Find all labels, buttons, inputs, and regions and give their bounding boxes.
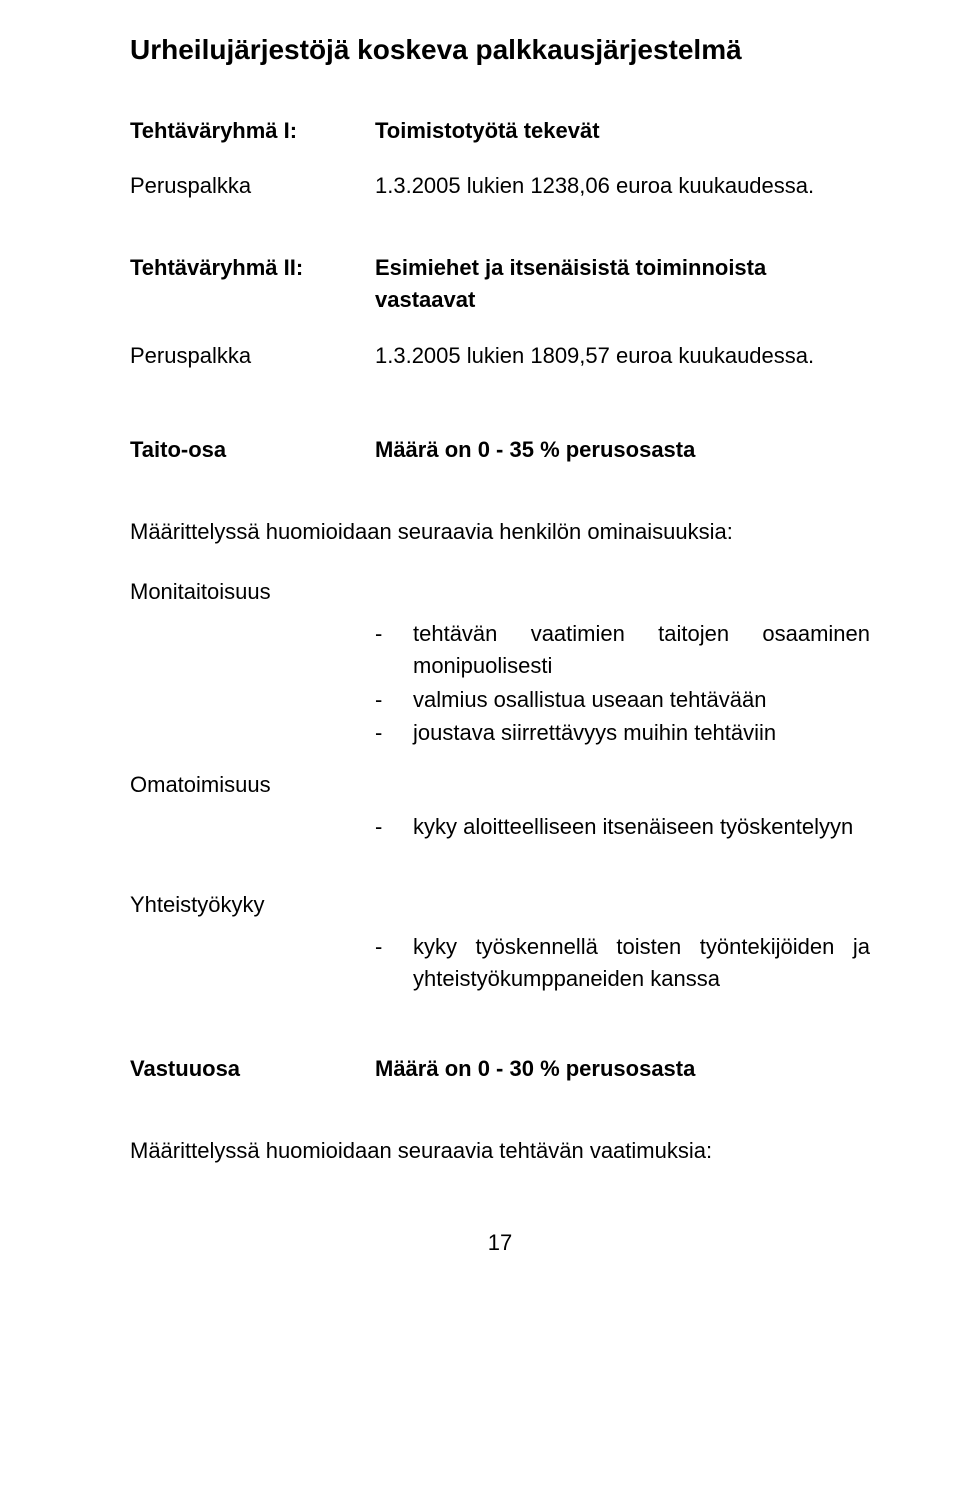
dash-icon: -	[375, 684, 413, 716]
list-item-text: kyky aloitteelliseen itsenäiseen työsken…	[413, 811, 870, 843]
vastuu-row: Vastuuosa Määrä on 0 - 30 % perusosasta	[130, 1053, 870, 1085]
group-1-row: Tehtäväryhmä I: Toimistotyötä tekevät	[130, 115, 870, 147]
taito-label: Taito-osa	[130, 434, 375, 466]
base-2-value: 1.3.2005 lukien 1809,57 euroa kuukaudess…	[375, 340, 870, 372]
vastuu-value: Määrä on 0 - 30 % perusosasta	[375, 1053, 870, 1085]
list-item: - valmius osallistua useaan tehtävään	[375, 684, 870, 716]
group-2-row: Tehtäväryhmä II: Esimiehet ja itsenäisis…	[130, 252, 870, 316]
dash-icon: -	[375, 717, 413, 749]
base-2-row: Peruspalkka 1.3.2005 lukien 1809,57 euro…	[130, 340, 870, 372]
list-item: - kyky työskennellä toisten työntekijöid…	[375, 931, 870, 995]
dash-icon: -	[375, 618, 413, 650]
list-item: - tehtävän vaatimien taitojen osaaminen …	[375, 618, 870, 682]
base-1-label: Peruspalkka	[130, 170, 375, 202]
group-2-value: Esimiehet ja itsenäisistä toiminnoista v…	[375, 252, 870, 316]
list-item-text: tehtävän vaatimien taitojen osaaminen mo…	[413, 618, 870, 682]
moni-label: Monitaitoisuus	[130, 576, 870, 608]
taito-value: Määrä on 0 - 35 % perusosasta	[375, 434, 870, 466]
maar-outro: Määrittelyssä huomioidaan seuraavia teht…	[130, 1135, 870, 1167]
base-1-value: 1.3.2005 lukien 1238,06 euroa kuukaudess…	[375, 170, 870, 202]
base-2-label: Peruspalkka	[130, 340, 375, 372]
group-1-value: Toimistotyötä tekevät	[375, 115, 870, 147]
list-item: - joustava siirrettävyys muihin tehtävii…	[375, 717, 870, 749]
list-item: - kyky aloitteelliseen itsenäiseen työsk…	[375, 811, 870, 843]
page-number: 17	[130, 1227, 870, 1259]
oma-label: Omatoimisuus	[130, 769, 870, 801]
dash-icon: -	[375, 811, 413, 843]
list-item-text: valmius osallistua useaan tehtävään	[413, 684, 870, 716]
dash-icon: -	[375, 931, 413, 963]
maar-intro: Määrittelyssä huomioidaan seuraavia henk…	[130, 516, 870, 548]
vastuu-label: Vastuuosa	[130, 1053, 375, 1085]
page-title: Urheilujärjestöjä koskeva palkkausjärjes…	[130, 30, 870, 71]
yht-label: Yhteistyökyky	[130, 889, 870, 921]
group-1-label: Tehtäväryhmä I:	[130, 115, 375, 147]
group-2-label: Tehtäväryhmä II:	[130, 252, 375, 316]
taito-row: Taito-osa Määrä on 0 - 35 % perusosasta	[130, 434, 870, 466]
list-item-text: kyky työskennellä toisten työntekijöiden…	[413, 931, 870, 995]
oma-list: - kyky aloitteelliseen itsenäiseen työsk…	[130, 811, 870, 843]
list-item-text: joustava siirrettävyys muihin tehtäviin	[413, 717, 870, 749]
base-1-row: Peruspalkka 1.3.2005 lukien 1238,06 euro…	[130, 170, 870, 202]
moni-list: - tehtävän vaatimien taitojen osaaminen …	[130, 618, 870, 750]
yht-list: - kyky työskennellä toisten työntekijöid…	[130, 931, 870, 995]
